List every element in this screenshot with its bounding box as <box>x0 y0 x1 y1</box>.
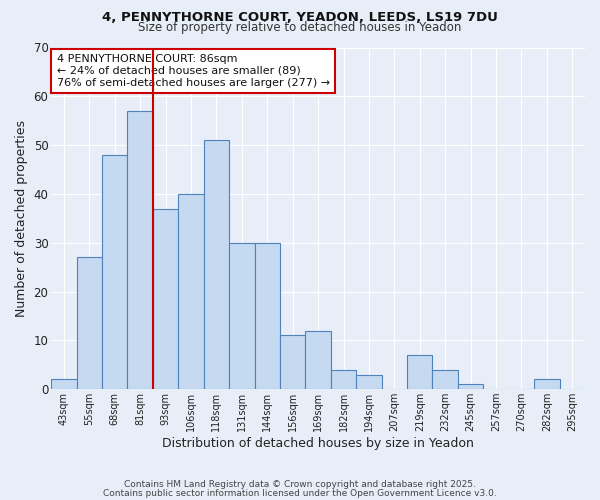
Bar <box>254 242 280 389</box>
Bar <box>534 380 560 389</box>
Text: 4, PENNYTHORNE COURT, YEADON, LEEDS, LS19 7DU: 4, PENNYTHORNE COURT, YEADON, LEEDS, LS1… <box>102 11 498 24</box>
Bar <box>153 208 178 389</box>
Bar <box>229 242 254 389</box>
Bar <box>51 380 77 389</box>
Bar <box>204 140 229 389</box>
Bar <box>178 194 204 389</box>
Bar <box>433 370 458 389</box>
Bar <box>305 330 331 389</box>
X-axis label: Distribution of detached houses by size in Yeadon: Distribution of detached houses by size … <box>162 437 474 450</box>
Bar <box>102 155 127 389</box>
Bar <box>356 374 382 389</box>
Text: Contains public sector information licensed under the Open Government Licence v3: Contains public sector information licen… <box>103 488 497 498</box>
Bar <box>77 258 102 389</box>
Y-axis label: Number of detached properties: Number of detached properties <box>15 120 28 317</box>
Bar <box>127 111 153 389</box>
Bar <box>458 384 484 389</box>
Text: 4 PENNYTHORNE COURT: 86sqm
← 24% of detached houses are smaller (89)
76% of semi: 4 PENNYTHORNE COURT: 86sqm ← 24% of deta… <box>56 54 329 88</box>
Bar <box>407 355 433 389</box>
Bar <box>280 336 305 389</box>
Bar <box>331 370 356 389</box>
Text: Size of property relative to detached houses in Yeadon: Size of property relative to detached ho… <box>139 21 461 34</box>
Text: Contains HM Land Registry data © Crown copyright and database right 2025.: Contains HM Land Registry data © Crown c… <box>124 480 476 489</box>
